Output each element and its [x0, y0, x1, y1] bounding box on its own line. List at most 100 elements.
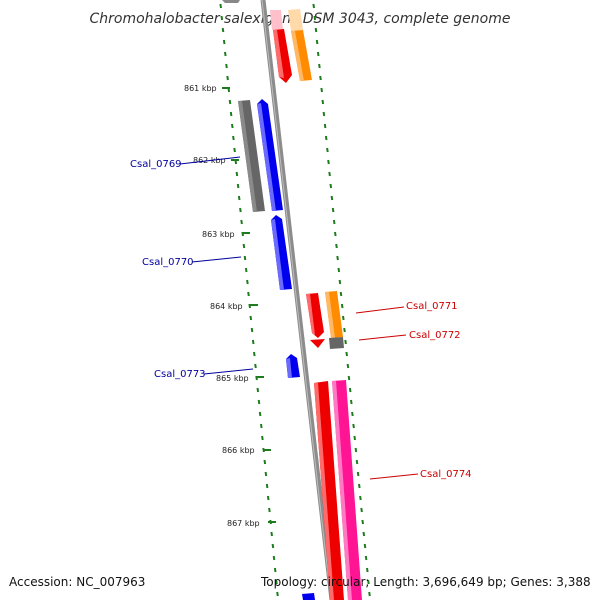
- kbp-label-863: 863 kbp: [202, 230, 235, 239]
- gene-csal-0771-arrow: [310, 339, 325, 348]
- accession-text: Accession: NC_007963: [9, 575, 146, 589]
- inner-tick-dot: [229, 111, 233, 117]
- inner-tick-dot: [243, 255, 247, 261]
- gene-gray-reverse-shade: [238, 101, 257, 212]
- leader-csal-0770: [191, 256, 242, 263]
- gene-top-red-shade: [273, 30, 284, 78]
- inner-tick-dot: [228, 99, 232, 105]
- inner-tick-dot: [268, 507, 271, 513]
- kbp-label-865: 865 kbp: [216, 374, 249, 383]
- inner-tick-dot: [266, 495, 270, 501]
- outer-tick-dot: [352, 423, 355, 429]
- inner-tick-dot: [270, 531, 273, 537]
- outer-tick-dot: [363, 543, 367, 549]
- outer-tick-dot: [340, 303, 344, 309]
- outer-tick-dot: [344, 339, 347, 345]
- outer-tick-dot: [360, 507, 363, 513]
- label-csal-0772[interactable]: Csal_0772: [409, 330, 461, 341]
- inner-tick-dot: [242, 243, 246, 249]
- inner-tick-dot: [235, 171, 239, 177]
- kbp-label-864: 864 kbp: [210, 302, 243, 311]
- outer-tick-dot: [321, 99, 325, 105]
- outer-tick-dot: [361, 519, 364, 525]
- outer-tick-dot: [332, 219, 336, 225]
- gene-csal-0770-shade: [271, 219, 284, 290]
- inner-tick-dot: [244, 267, 248, 273]
- gene-csal-0774-red-shade: [314, 383, 334, 600]
- outer-tick-dot: [346, 363, 350, 369]
- tick-rings: [219, 3, 371, 597]
- inner-tick-dot: [220, 15, 224, 21]
- outer-tick-dot: [318, 63, 321, 69]
- outer-tick-dot: [320, 87, 323, 93]
- outer-tick-dot: [339, 291, 343, 297]
- outer-tick-dot: [367, 579, 370, 585]
- outer-tick-dot: [338, 279, 342, 285]
- outer-tick-dot: [362, 531, 366, 537]
- inner-tick-dot: [257, 399, 261, 405]
- outer-tick-dot: [327, 159, 330, 165]
- label-csal-0769[interactable]: Csal_0769: [130, 159, 182, 170]
- outer-tick-dot: [368, 591, 371, 597]
- inner-tick-dot: [276, 591, 279, 597]
- inner-tick-dot: [236, 183, 240, 189]
- inner-tick-dot: [231, 123, 234, 129]
- label-csal-0771[interactable]: Csal_0771: [406, 301, 458, 312]
- inner-tick-dot: [249, 315, 253, 321]
- genome-summary-text: Topology: circular; Length: 3,696,649 bp…: [261, 575, 591, 589]
- outer-tick-dot: [355, 459, 359, 465]
- inner-tick-dot: [221, 27, 225, 33]
- outer-tick-dot: [324, 135, 328, 141]
- leader-csal-0774: [369, 473, 419, 480]
- outer-tick-dot: [350, 399, 353, 405]
- outer-tick-dot: [351, 411, 354, 417]
- leader-csal-0771: [355, 306, 405, 314]
- inner-tick-dot: [248, 303, 251, 309]
- gene-bottom-blue[interactable]: [302, 593, 315, 600]
- inner-tick-dot: [261, 435, 264, 441]
- inner-tick-dot: [263, 459, 267, 465]
- outer-tick-dot: [322, 111, 326, 117]
- inner-tick-dot: [224, 51, 227, 57]
- outer-tick-dot: [354, 447, 358, 453]
- inner-tick-dot: [275, 579, 278, 585]
- inner-tick-dot: [246, 279, 249, 285]
- outer-tick-dot: [315, 39, 319, 45]
- outer-tick-dot: [334, 231, 337, 237]
- backbone-axis-highlight: [261, 0, 332, 600]
- outer-tick-dot: [348, 387, 352, 393]
- gene-top-pale-orange: [288, 9, 303, 31]
- outer-tick-dot: [347, 375, 351, 381]
- outer-tick-dot: [345, 351, 348, 357]
- leader-csal-0773: [203, 368, 254, 375]
- outer-tick-dot: [364, 555, 368, 561]
- gene-top-orange-shade: [291, 31, 304, 81]
- outer-tick-dot: [316, 51, 320, 57]
- inner-tick-dot: [250, 327, 254, 333]
- outer-tick-dot: [313, 15, 317, 21]
- outer-tick-dot: [343, 327, 346, 333]
- outer-tick-dot: [319, 75, 322, 81]
- gene-top-pale-pink: [270, 10, 283, 30]
- outer-tick-dot: [314, 27, 318, 33]
- gene-top-gray: [222, 0, 240, 3]
- label-csal-0773[interactable]: Csal_0773: [154, 369, 206, 380]
- inner-tick-dot: [254, 363, 257, 369]
- inner-tick-dot: [237, 195, 241, 201]
- inner-tick-dot: [256, 387, 260, 393]
- inner-tick-dot: [258, 411, 262, 417]
- outer-tick-dot: [329, 183, 333, 189]
- inner-tick-dot: [253, 351, 256, 357]
- outer-tick-dot: [359, 495, 362, 501]
- outer-tick-dot: [342, 315, 345, 321]
- backbone-axis: [260, 0, 335, 600]
- gene-csal-0772-gray: [329, 337, 344, 349]
- outer-tick-dot: [336, 255, 339, 261]
- outer-tick-dot: [331, 207, 335, 213]
- inner-tick-dot: [225, 63, 228, 69]
- label-csal-0770[interactable]: Csal_0770: [142, 257, 194, 268]
- outer-tick-dot: [335, 243, 338, 249]
- label-csal-0774[interactable]: Csal_0774: [420, 469, 472, 480]
- outer-tick-dot: [323, 123, 327, 129]
